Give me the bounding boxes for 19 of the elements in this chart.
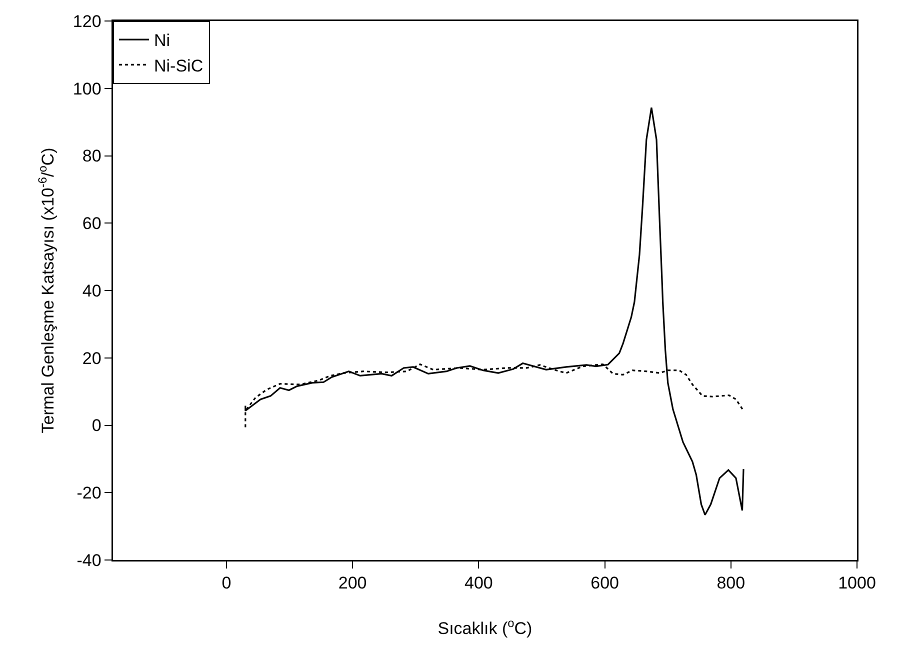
x-tick-label: 0 [222, 574, 232, 593]
x-tick-label: 400 [464, 574, 493, 593]
y-tick-label: -40 [76, 550, 102, 570]
y-tick-label: 40 [82, 281, 102, 300]
x-tick-label: 1000 [838, 574, 876, 593]
y-tick-label: -20 [76, 484, 102, 503]
y-tick-label: 0 [92, 416, 102, 436]
y-tick-label: 20 [82, 348, 102, 368]
y-tick-label: 60 [82, 214, 102, 234]
legend-label: Ni-SiC [154, 56, 204, 76]
y-tick-label: 80 [82, 146, 102, 166]
line-series [244, 106, 744, 516]
x-tick-label: 600 [590, 574, 619, 593]
x-tick-label: 800 [716, 574, 746, 593]
y-tick-label: 100 [72, 79, 102, 98]
x-tick-label: 200 [338, 574, 367, 593]
y-tick-label: 120 [72, 12, 102, 31]
legend-label: Ni [154, 31, 170, 50]
x-axis-title: Sıcaklık ($^{o}$C) [438, 616, 532, 638]
